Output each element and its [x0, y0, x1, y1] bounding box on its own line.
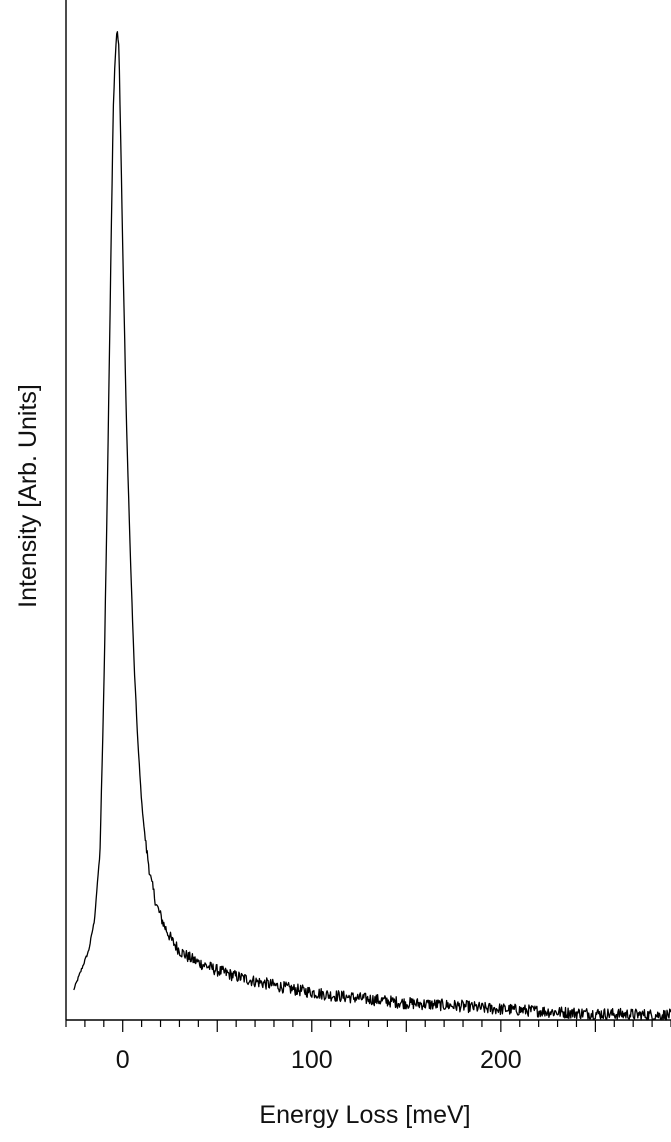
x-tick-label: 0	[116, 1046, 130, 1074]
y-axis-title: Intensity [Arb. Units]	[14, 384, 42, 608]
x-tick-label: 100	[291, 1046, 333, 1074]
axes-layer	[65, 0, 671, 1021]
x-tick-label: 200	[480, 1046, 522, 1074]
ticks-layer	[65, 1020, 671, 1032]
x-axis-title: Energy Loss [meV]	[259, 1101, 470, 1129]
labels-layer: 0 100 200	[116, 1046, 522, 1074]
spectrum-line	[73, 31, 671, 1021]
series-layer	[73, 31, 671, 1021]
